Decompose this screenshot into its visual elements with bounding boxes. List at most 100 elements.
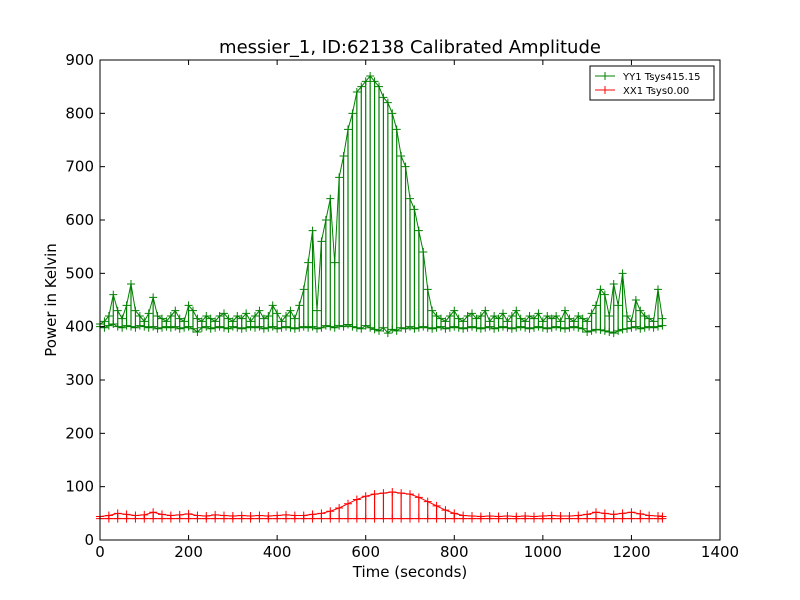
data-point — [437, 314, 445, 323]
data-point — [512, 306, 521, 315]
series-line — [99, 75, 663, 325]
data-point — [193, 328, 202, 336]
data-point — [538, 323, 547, 332]
data-point — [512, 323, 521, 332]
data-point — [228, 514, 237, 523]
data-point — [202, 514, 211, 523]
data-point — [268, 322, 277, 331]
data-point — [215, 312, 224, 320]
data-point — [259, 314, 268, 323]
data-point — [237, 314, 246, 323]
data-point — [414, 493, 423, 502]
data-point — [636, 514, 645, 523]
data-point — [228, 322, 237, 331]
data-point — [357, 324, 366, 333]
data-point — [565, 314, 574, 323]
data-point — [273, 514, 282, 523]
data-point — [547, 514, 556, 523]
data-point — [631, 296, 640, 304]
data-point — [645, 322, 654, 331]
data-point — [171, 306, 180, 315]
data-point — [171, 322, 180, 331]
data-point — [600, 326, 609, 335]
data-point — [255, 322, 264, 331]
legend-label: YY1 Tsys415.15 — [622, 72, 701, 83]
data-point — [211, 323, 220, 332]
data-point — [472, 314, 481, 323]
y-axis-label: Power in Kelvin — [42, 243, 60, 357]
data-point — [441, 317, 450, 326]
data-point — [525, 324, 534, 333]
data-point — [432, 323, 441, 332]
data-point — [459, 514, 468, 523]
y-tick-label: 700 — [65, 158, 94, 176]
data-point — [361, 321, 370, 330]
data-point — [299, 514, 308, 523]
data-point — [379, 93, 388, 102]
data-point — [321, 216, 330, 224]
data-point — [180, 323, 189, 332]
data-point — [162, 322, 171, 331]
data-point — [366, 72, 375, 80]
x-tick-label: 1400 — [701, 543, 739, 561]
data-point — [654, 285, 662, 294]
data-point — [463, 323, 472, 332]
x-tick-label: 0 — [95, 543, 105, 561]
data-point — [140, 322, 149, 331]
data-point — [313, 324, 321, 333]
data-point — [534, 322, 543, 331]
data-point — [149, 514, 158, 523]
data-point — [600, 514, 609, 523]
data-point — [512, 514, 521, 523]
data-point — [494, 514, 503, 523]
data-point — [113, 306, 122, 315]
data-point — [423, 323, 432, 332]
series-layer — [96, 72, 667, 523]
data-point — [587, 309, 596, 318]
data-point — [450, 306, 459, 315]
data-point — [627, 514, 636, 523]
data-point — [286, 323, 295, 332]
data-point — [118, 314, 127, 323]
data-point — [636, 306, 645, 315]
data-point — [499, 309, 507, 318]
data-point — [547, 314, 556, 323]
data-point — [379, 514, 388, 523]
data-point — [273, 324, 282, 333]
data-point — [246, 514, 255, 523]
data-point — [317, 514, 326, 523]
data-point — [299, 285, 308, 294]
data-point — [530, 514, 538, 523]
data-point — [556, 323, 565, 332]
data-point — [158, 514, 166, 523]
data-point — [450, 322, 459, 331]
data-point — [472, 323, 481, 332]
data-point — [494, 314, 503, 323]
ticks-layer: 0 200 400 600 800 1000 1200 1400 0 100 200 300 400 50… — [65, 51, 739, 561]
data-point — [596, 325, 605, 334]
data-point — [317, 237, 326, 246]
legend-swatch-marker — [601, 86, 609, 94]
data-point — [370, 490, 379, 499]
data-point — [361, 77, 370, 86]
data-point — [578, 314, 587, 323]
data-point — [242, 323, 251, 332]
y-tick-label: 500 — [65, 264, 94, 282]
data-point — [468, 514, 476, 523]
data-point — [166, 323, 175, 332]
data-point — [215, 322, 224, 331]
data-point — [583, 328, 592, 336]
data-point — [104, 514, 113, 523]
data-point — [153, 312, 162, 320]
data-point — [206, 324, 215, 333]
data-point — [317, 323, 326, 332]
data-point — [499, 322, 507, 331]
x-tick-label: 400 — [263, 543, 292, 561]
data-point — [401, 324, 410, 333]
data-point — [388, 109, 397, 118]
data-point — [153, 324, 162, 333]
data-point — [565, 323, 574, 332]
data-point — [596, 285, 605, 294]
data-point — [574, 514, 583, 523]
data-point — [614, 301, 623, 310]
